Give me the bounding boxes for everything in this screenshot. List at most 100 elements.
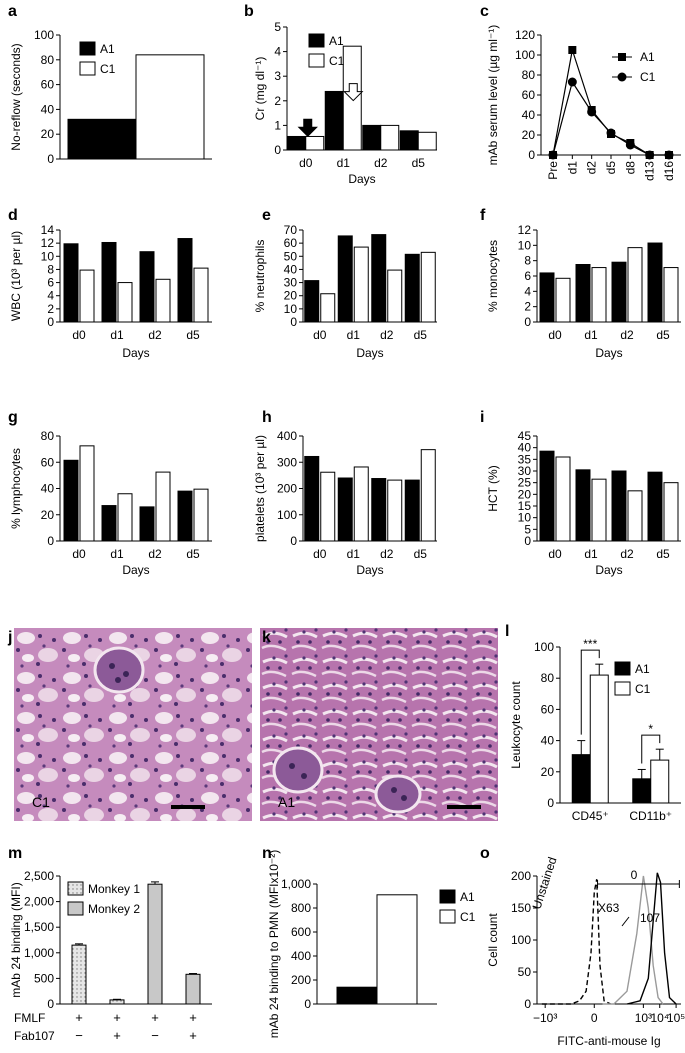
x-tick-label-c: d2 [585, 161, 599, 175]
bar-i-c1 [663, 482, 679, 542]
legend-label-a: C1 [100, 62, 116, 76]
y-tick-label-f: 6 [524, 269, 531, 283]
y-axis-label-o: Cell count [486, 913, 500, 967]
bar-l-c1 [589, 674, 609, 804]
y-tick-label-c: 120 [515, 28, 535, 42]
bar-e-a1 [304, 280, 320, 323]
y-tick-label-b: 5 [274, 20, 281, 34]
micrograph-k-image [260, 628, 498, 821]
scale-bar [447, 805, 481, 809]
y-tick-label-a: 80 [41, 53, 55, 67]
y-axis-label-h: platelets (10³ per µl) [253, 435, 267, 542]
chart-panel-g: 0 20 40 60 80 g % lymphocytes Days d0 d1 d2 d5 [8, 409, 212, 577]
significance-label-l: *** [583, 637, 597, 651]
bar-e-c1 [420, 251, 436, 323]
bar-b-c1 [417, 131, 437, 151]
bar-d-a1 [63, 243, 79, 323]
panel-letter-n: n [262, 845, 272, 862]
bar-h-c1 [420, 449, 436, 542]
marker-c1 [625, 140, 635, 150]
bar-n-a1 [336, 986, 378, 1005]
y-tick-label-d: 14 [41, 223, 55, 237]
legend-marker-c [618, 53, 626, 61]
legend-swatch-l [614, 661, 631, 676]
legend-swatch-n [439, 909, 456, 924]
x-axis-label-h: Days [356, 563, 383, 577]
bar-d-c1 [79, 269, 95, 323]
y-tick-label-o: 0 [524, 997, 531, 1011]
y-tick-label-a: 40 [41, 102, 55, 116]
bar-h-a1 [337, 477, 353, 542]
y-tick-label-e: 70 [284, 223, 298, 237]
y-tick-label-n: 600 [291, 925, 311, 939]
panel-letter-j: j [7, 629, 12, 646]
y-tick-label-c: 80 [522, 68, 536, 82]
micrograph-j-label: C1 [32, 794, 50, 810]
y-tick-label-l: 40 [541, 734, 555, 748]
bar-d-a1 [139, 251, 155, 323]
y-axis-label-f: % monocytes [486, 240, 500, 312]
y-tick-label-d: 12 [41, 236, 55, 250]
significance-bracket-l [641, 734, 661, 764]
y-tick-label-e: 30 [284, 276, 298, 290]
x-tick-label-c: Pre [546, 161, 560, 180]
bar-h-a1 [304, 455, 320, 542]
y-tick-label-f: 8 [524, 254, 531, 268]
panel-letter-b: b [244, 3, 254, 20]
legend-label-n: A1 [460, 890, 475, 904]
chart-panel-c: 0 20 40 60 80 100 120 c mAb serum level (µg ml⁻¹… [480, 3, 681, 181]
x-tick-label-o: 10³ [635, 1011, 652, 1025]
bar-f-c1 [663, 267, 679, 323]
x-tick-label-c: d16 [662, 161, 676, 181]
series-pointer-107 [621, 916, 630, 927]
marker-c1 [587, 107, 597, 117]
marker-c1 [645, 150, 655, 160]
bar-d-a1 [177, 238, 193, 323]
x-axis-label-i: Days [595, 563, 622, 577]
bar-h-a1 [371, 478, 387, 542]
y-tick-label-e: 10 [284, 302, 298, 316]
y-tick-label-m: 2,500 [24, 869, 54, 883]
bar-i-a1 [539, 450, 555, 542]
bar-g-c1 [117, 493, 133, 542]
legend-label-c: A1 [640, 50, 655, 64]
bar-e-c1 [320, 293, 336, 323]
y-tick-label-d: 6 [47, 276, 54, 290]
panel-letter-m: m [8, 845, 22, 862]
x-axis-label-b: Days [348, 172, 375, 186]
bar-a-c1 [135, 54, 205, 160]
y-tick-label-n: 400 [291, 949, 311, 963]
y-tick-label-f: 2 [524, 300, 531, 314]
series-line-a1 [552, 49, 669, 156]
y-tick-label-m: 1,500 [24, 920, 54, 934]
x-tick-label-c: d8 [623, 161, 637, 175]
y-tick-label-m: 2,000 [24, 895, 54, 909]
y-tick-label-f: 0 [524, 315, 531, 329]
x-tick-label-g: d1 [110, 547, 124, 561]
gate-label-o: 0 [631, 868, 638, 882]
bar-b-c1 [380, 124, 400, 151]
y-tick-label-d: 8 [47, 262, 54, 276]
y-axis-label-n: mAb 24 binding to PMN (MFIx10⁻²) [267, 850, 281, 1038]
y-tick-label-f: 10 [518, 238, 532, 252]
row-label-m: Fab107 [14, 1029, 55, 1043]
y-tick-label-n: 800 [291, 901, 311, 915]
bar-h-c1 [320, 471, 336, 542]
x-tick-label-h: d0 [313, 547, 327, 561]
x-axis-label-g: Days [122, 563, 149, 577]
condition-mark-m: + [75, 1010, 83, 1025]
y-tick-label-i: 15 [518, 499, 532, 513]
bar-g-a1 [139, 506, 155, 542]
x-tick-label-l: CD45⁺ [572, 809, 609, 823]
legend-label-l: C1 [635, 682, 651, 696]
bar-e-c1 [353, 246, 369, 323]
bar-g-a1 [101, 505, 117, 542]
condition-mark-m: + [113, 1028, 121, 1043]
y-tick-label-l: 60 [541, 702, 555, 716]
panel-letter-h: h [262, 409, 272, 426]
y-tick-label-h: 200 [277, 482, 297, 496]
bar-g-c1 [193, 488, 209, 542]
